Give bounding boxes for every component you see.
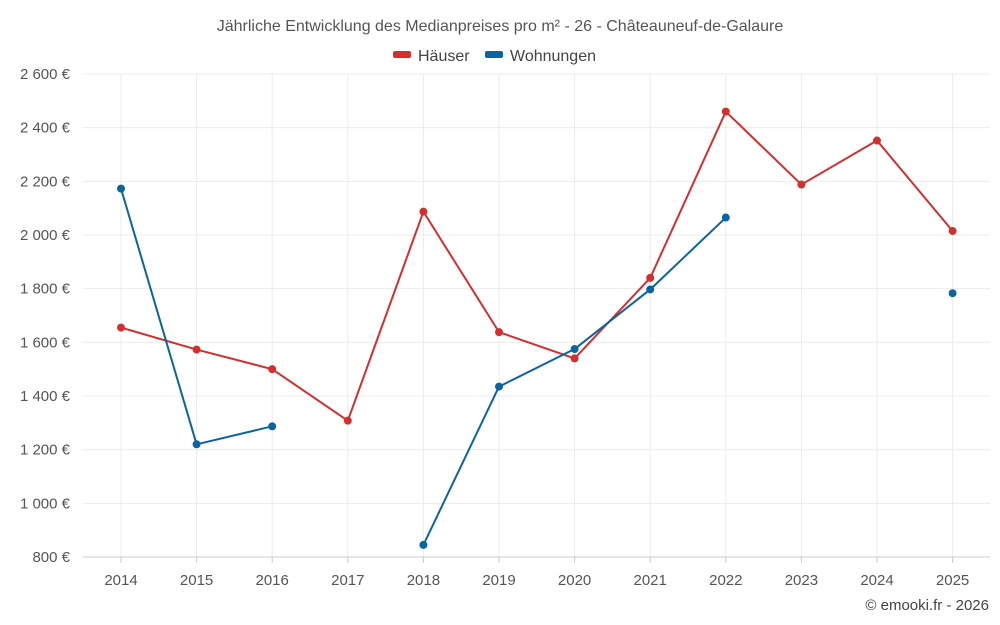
legend-swatch xyxy=(485,51,503,58)
x-tick-label: 2014 xyxy=(104,572,137,589)
x-tick-label: 2017 xyxy=(331,572,364,589)
x-tick-label: 2023 xyxy=(785,572,818,589)
y-tick-label: 2 200 € xyxy=(20,173,71,190)
x-tick-label: 2022 xyxy=(709,572,742,589)
x-tick-label: 2016 xyxy=(256,572,289,589)
data-point[interactable] xyxy=(117,323,125,332)
legend-item-wohnungen[interactable]: Wohnungen xyxy=(485,48,596,65)
data-point[interactable] xyxy=(192,440,201,449)
series-layer xyxy=(117,107,957,549)
x-tick-label: 2020 xyxy=(558,572,591,589)
legend-label: Wohnungen xyxy=(510,48,596,65)
legend: Häuser Wohnungen xyxy=(393,48,596,65)
x-tick-label: 2025 xyxy=(936,572,969,589)
x-tick-label: 2024 xyxy=(860,572,893,589)
data-point[interactable] xyxy=(721,107,730,116)
legend-item-häuser[interactable]: Häuser xyxy=(393,48,470,65)
x-tick-label: 2019 xyxy=(482,572,515,589)
y-tick-label: 1 400 € xyxy=(20,388,71,405)
data-point[interactable] xyxy=(419,540,428,549)
chart-title: Jährliche Entwicklung des Medianpreises … xyxy=(217,18,784,35)
x-tick-label: 2018 xyxy=(407,572,440,589)
data-point[interactable] xyxy=(797,180,806,189)
data-point[interactable] xyxy=(192,345,201,354)
data-point[interactable] xyxy=(419,207,428,216)
data-point[interactable] xyxy=(117,184,125,193)
x-tick-label: 2021 xyxy=(634,572,667,589)
y-tick-label: 2 400 € xyxy=(20,120,71,137)
y-tick-label: 1 800 € xyxy=(20,281,71,298)
series-wohnungen xyxy=(117,184,957,549)
y-tick-label: 1 000 € xyxy=(20,495,71,512)
data-point[interactable] xyxy=(948,226,957,235)
x-tick-label: 2015 xyxy=(180,572,213,589)
legend-swatch xyxy=(393,51,411,58)
credit-text: © emooki.fr - 2026 xyxy=(865,597,989,614)
x-axis: 2014 2015 2016 2017 2018 2019 2020 2021 2022 2023… xyxy=(83,556,990,589)
data-point[interactable] xyxy=(721,213,730,222)
data-point[interactable] xyxy=(495,328,503,337)
data-point[interactable] xyxy=(268,422,277,431)
grid xyxy=(83,73,990,558)
y-tick-label: 800 € xyxy=(32,549,70,566)
data-point[interactable] xyxy=(646,273,655,282)
data-point[interactable] xyxy=(268,365,277,374)
data-point[interactable] xyxy=(570,354,579,363)
data-point[interactable] xyxy=(343,416,352,425)
series-line xyxy=(120,110,954,422)
y-axis: 800 € 1 000 € 1 200 € 1 400 € 1 600 € 1 800 €… xyxy=(20,66,71,566)
y-tick-label: 1 600 € xyxy=(20,334,71,351)
y-tick-label: 2 000 € xyxy=(20,227,71,244)
data-point[interactable] xyxy=(646,285,655,294)
data-point[interactable] xyxy=(873,136,881,145)
y-tick-label: 2 600 € xyxy=(20,66,71,83)
legend-label: Häuser xyxy=(418,48,470,65)
data-point[interactable] xyxy=(495,382,503,391)
y-tick-label: 1 200 € xyxy=(20,442,71,459)
data-point[interactable] xyxy=(948,289,957,298)
series-häuser xyxy=(117,107,957,425)
data-point[interactable] xyxy=(570,345,579,354)
